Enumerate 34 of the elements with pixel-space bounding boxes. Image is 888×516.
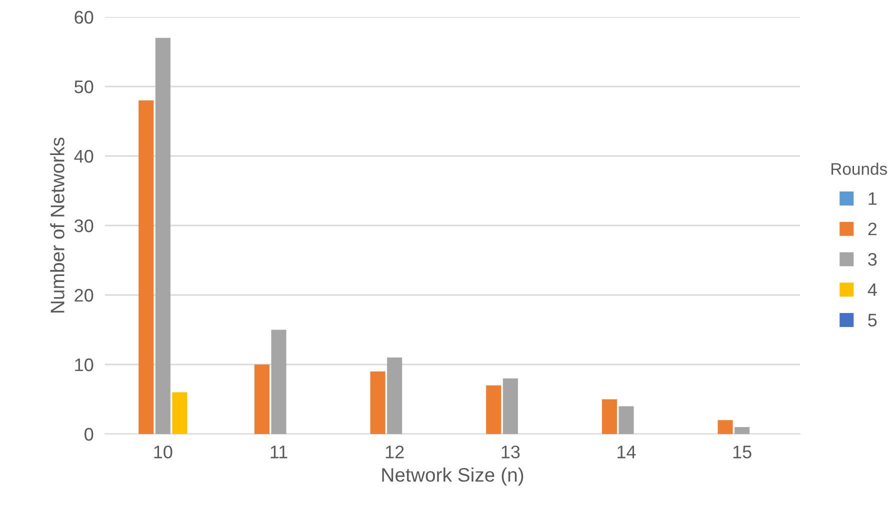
bar [254, 364, 270, 434]
bar [618, 406, 634, 434]
y-axis-title: Number of Networks [50, 138, 64, 313]
bar [387, 358, 402, 434]
bar [155, 38, 170, 434]
x-tick-label: 13 [502, 446, 520, 458]
x-tick-label: 10 [154, 446, 172, 458]
x-tick-label: 15 [733, 446, 752, 458]
bar [602, 399, 617, 434]
x-tick-label: 14 [618, 446, 636, 458]
y-tick-label: 10 [75, 358, 94, 372]
bar [734, 427, 750, 434]
y-tick-label: 30 [74, 219, 94, 232]
y-tick-label: 60 [74, 10, 94, 24]
legend-label: 2 [868, 222, 877, 236]
bar [502, 378, 518, 434]
x-tick-label: 12 [386, 446, 404, 458]
legend-label: 4 [868, 284, 877, 296]
bar [138, 100, 154, 434]
y-tick-label: 50 [74, 80, 94, 94]
bar [486, 385, 502, 434]
legend-label: 1 [868, 192, 877, 205]
legend-title: Rounds [832, 162, 887, 175]
legend-label: 3 [868, 252, 877, 266]
x-tick-label: 11 [270, 446, 288, 458]
y-tick-label: 40 [74, 150, 94, 163]
y-tick-label: 20 [74, 288, 94, 302]
bar [172, 392, 188, 434]
y-tick-label: 0 [84, 428, 94, 441]
bar [370, 371, 386, 434]
bar [718, 420, 733, 434]
x-axis-title: Network Size (n) [382, 468, 524, 486]
legend-label: 5 [868, 314, 877, 326]
bar [271, 330, 286, 434]
